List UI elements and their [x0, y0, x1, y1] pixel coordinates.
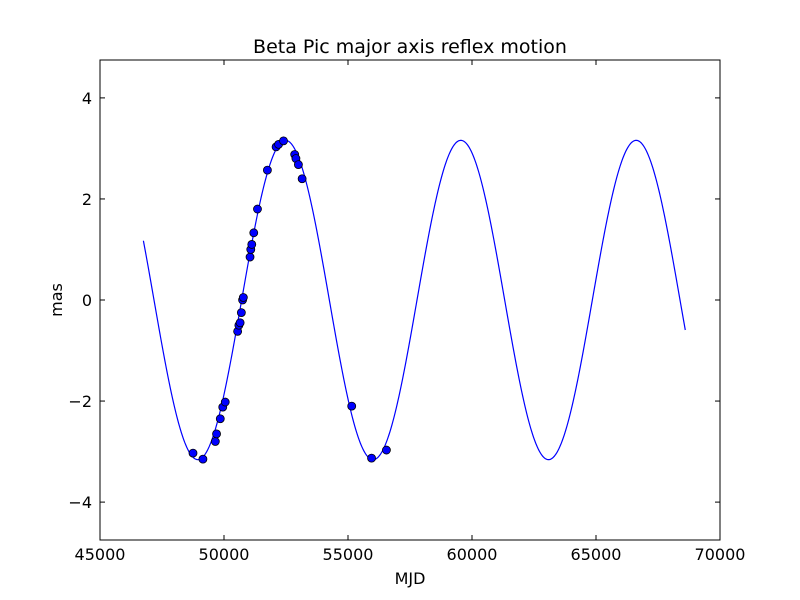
y-axis-label: mas: [47, 283, 66, 317]
model-curve-line: [142, 139, 686, 461]
observation-point: [347, 401, 357, 411]
observation-point: [279, 136, 288, 146]
observation-point: [215, 414, 225, 424]
axis-ticks-layer: 45000 50000 55000 60000 65000 70000 4 2 0 −2 −4: [68, 60, 745, 564]
observation-point: [235, 318, 245, 328]
observation-point: [245, 252, 255, 262]
observation-point: [367, 453, 376, 463]
x-axis-label: MJD: [395, 569, 426, 588]
observation-point: [297, 174, 307, 184]
y-tick-label: −4: [68, 493, 92, 512]
observation-point: [188, 448, 198, 458]
x-tick-label: 60000: [447, 545, 498, 564]
observation-points-layer: [188, 136, 391, 464]
observation-point: [212, 429, 221, 439]
observation-point: [210, 437, 220, 446]
observation-point: [236, 308, 246, 318]
x-tick-label: 45000: [75, 545, 126, 564]
x-tick-label: 55000: [323, 545, 374, 564]
observation-point: [220, 397, 230, 407]
observation-point: [238, 293, 248, 302]
chart-title: Beta Pic major axis reflex motion: [253, 36, 567, 58]
model-curve-layer: [142, 139, 686, 461]
observation-point: [253, 204, 262, 214]
observation-point: [247, 240, 257, 249]
x-tick-label: 65000: [571, 545, 622, 564]
observation-point: [198, 454, 208, 464]
x-tick-label: 70000: [695, 545, 746, 564]
x-tick-label: 50000: [199, 545, 250, 564]
y-tick-label: 0: [82, 291, 92, 310]
y-tick-label: −2: [68, 392, 92, 411]
observation-point: [262, 165, 272, 175]
observation-point: [293, 160, 303, 169]
y-tick-label: 2: [82, 190, 92, 209]
observation-point: [382, 445, 391, 455]
plot-area: [100, 60, 720, 540]
observation-point: [249, 228, 259, 238]
y-tick-label: 4: [82, 89, 92, 108]
